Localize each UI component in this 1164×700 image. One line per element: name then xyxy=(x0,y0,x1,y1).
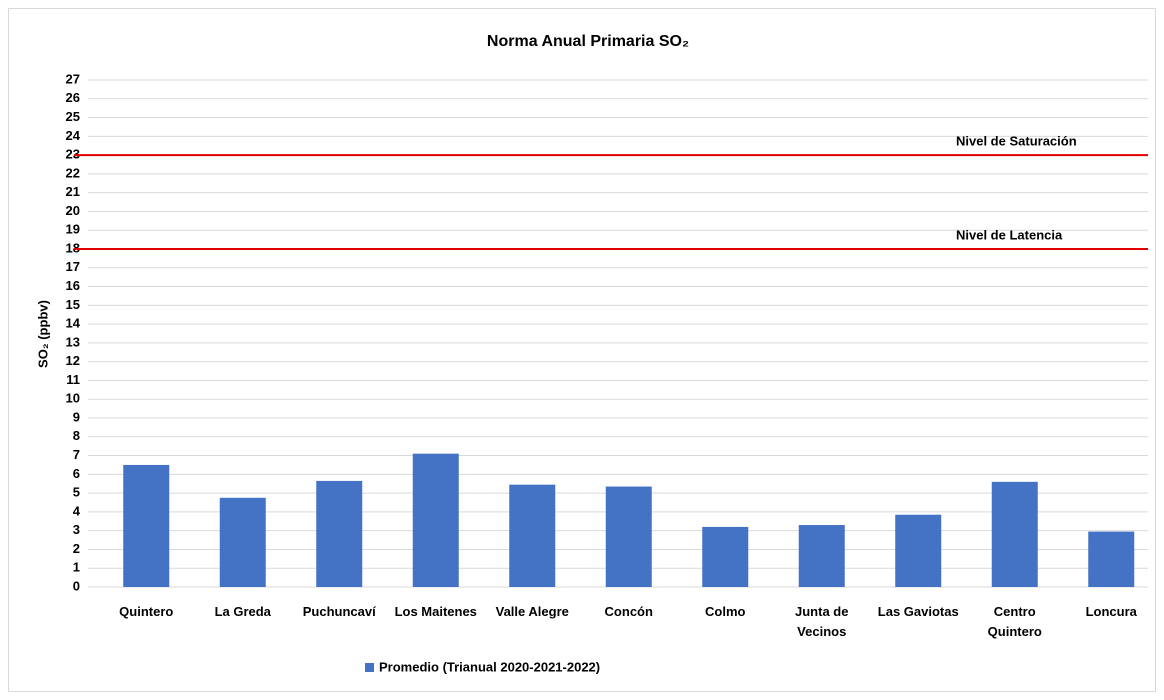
y-axis-label: SO₂ (ppbv) xyxy=(35,300,50,368)
x-tick-label: Loncura xyxy=(1085,604,1137,619)
y-tick-label: 3 xyxy=(73,522,80,537)
y-tick-label: 21 xyxy=(66,184,80,199)
x-tick-label: La Greda xyxy=(214,604,271,619)
x-tick-label: Centro Quintero xyxy=(987,604,1042,639)
y-tick-label: 25 xyxy=(66,109,80,124)
y-tick-label: 7 xyxy=(73,447,80,462)
y-tick-label: 2 xyxy=(73,541,80,556)
y-tick-label: 5 xyxy=(73,485,80,500)
x-tick-label: Valle Alegre xyxy=(495,604,569,619)
y-tick-label: 26 xyxy=(66,90,80,105)
x-tick-label: Colmo xyxy=(705,604,746,619)
legend-label: Promedio (Trianual 2020-2021-2022) xyxy=(379,659,600,674)
reference-label: Nivel de Latencia xyxy=(956,227,1063,242)
y-tick-label: 15 xyxy=(66,297,80,312)
bar xyxy=(991,481,1038,587)
bar xyxy=(702,526,749,587)
y-tick-label: 0 xyxy=(73,578,80,593)
y-tick-label: 16 xyxy=(66,278,80,293)
y-tick-label: 1 xyxy=(73,560,80,575)
bar xyxy=(219,497,266,587)
legend-swatch xyxy=(365,663,374,672)
y-tick-label: 27 xyxy=(66,71,80,86)
y-tick-label: 12 xyxy=(66,353,80,368)
y-tick-label: 14 xyxy=(66,316,81,331)
y-tick-label: 13 xyxy=(66,334,80,349)
bar xyxy=(895,514,942,587)
y-tick-label: 10 xyxy=(66,391,80,406)
chart-title: Norma Anual Primaria SO₂ xyxy=(487,33,689,50)
x-tick-label: Las Gaviotas xyxy=(877,604,959,619)
y-tick-label: 4 xyxy=(73,503,81,518)
y-tick-label: 18 xyxy=(66,240,80,255)
y-tick-label: 17 xyxy=(66,259,80,274)
bar xyxy=(605,486,652,587)
reference-label: Nivel de Saturación xyxy=(956,134,1077,149)
bar xyxy=(316,480,363,587)
bar xyxy=(123,464,170,587)
x-tick-label: Puchuncaví xyxy=(302,604,376,619)
bar xyxy=(798,525,845,587)
y-tick-label: 22 xyxy=(66,165,80,180)
y-tick-label: 19 xyxy=(66,222,80,237)
y-tick-label: 24 xyxy=(66,128,81,143)
y-tick-label: 11 xyxy=(66,372,80,387)
y-tick-label: 6 xyxy=(73,466,80,481)
bar xyxy=(509,484,556,587)
y-tick-label: 20 xyxy=(66,203,80,218)
y-tick-label: 23 xyxy=(66,147,80,162)
x-tick-label: Quintero xyxy=(119,604,174,619)
x-tick-label: Junta de Vecinos xyxy=(795,604,849,639)
y-tick-label: 9 xyxy=(73,409,80,424)
bar xyxy=(1088,531,1135,587)
x-tick-label: Concón xyxy=(604,604,653,619)
x-tick-label: Los Maitenes xyxy=(394,604,477,619)
chart-border xyxy=(8,8,1156,692)
bar xyxy=(412,453,459,587)
y-tick-label: 8 xyxy=(73,428,80,443)
